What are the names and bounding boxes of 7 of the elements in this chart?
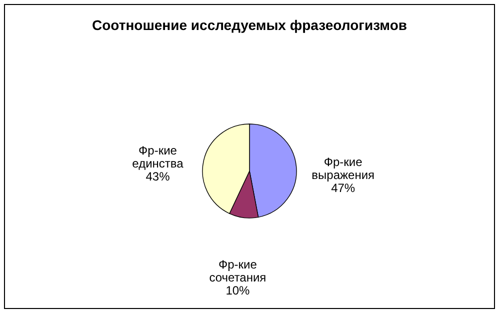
data-label: 43% — [146, 169, 170, 184]
chart-title: Соотношение исследуемых фразеологизмов — [92, 17, 408, 33]
slice-label: Фр-кие выражения — [312, 155, 375, 182]
slice-label: Фр-кие единства — [132, 143, 184, 170]
data-label: 10% — [226, 283, 250, 298]
slice-label: Фр-кие сочетания — [209, 257, 266, 284]
data-label: 47% — [331, 181, 356, 196]
